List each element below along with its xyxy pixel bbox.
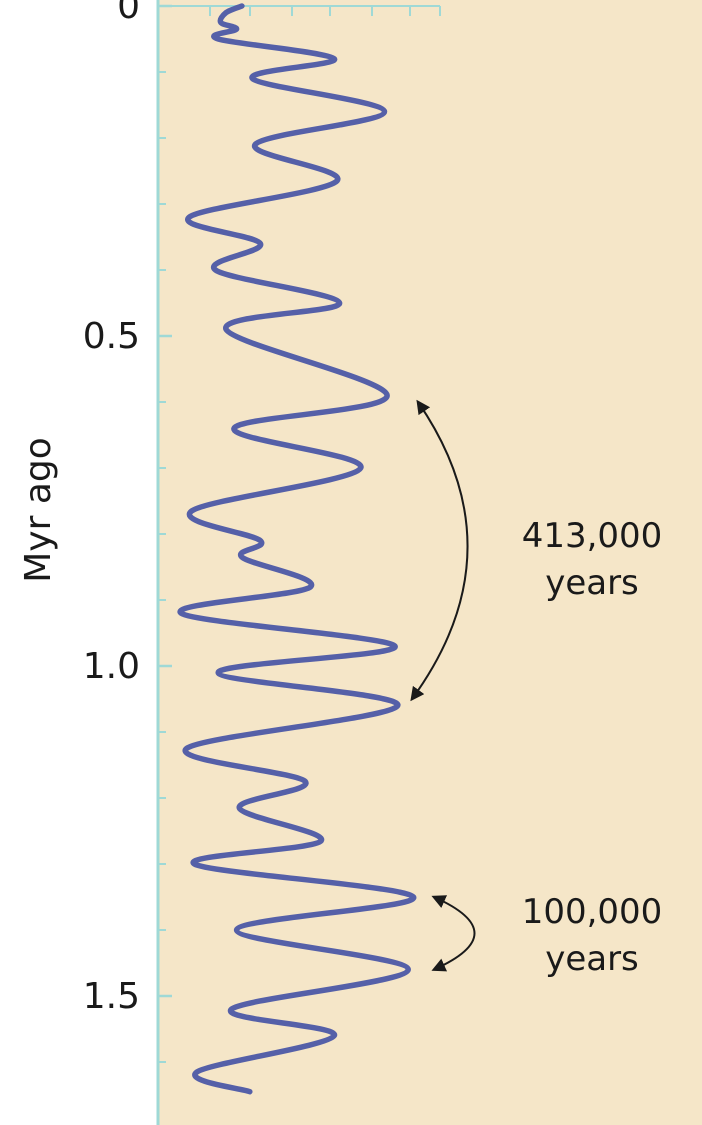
top-axis-ticks [158,5,441,16]
annotation-413000-value: 413,000 [522,516,663,556]
annotation-100000-value: 100,000 [522,892,663,932]
y-tick-label-1-0: 1.0 [83,646,140,687]
annotation-arrow-100000 [431,895,476,972]
y-tick-label-0-5: 0.5 [83,316,140,357]
y-tick-label-0: 0 [117,0,140,27]
annotation-100000-unit: years [545,939,639,979]
annotation-413000-unit: years [545,563,639,603]
annotation-arrow-413000 [410,399,469,702]
y-axis-title: Myr ago [18,437,59,583]
series-line [177,3,417,1095]
y-tick-label-1-5: 1.5 [83,976,140,1017]
